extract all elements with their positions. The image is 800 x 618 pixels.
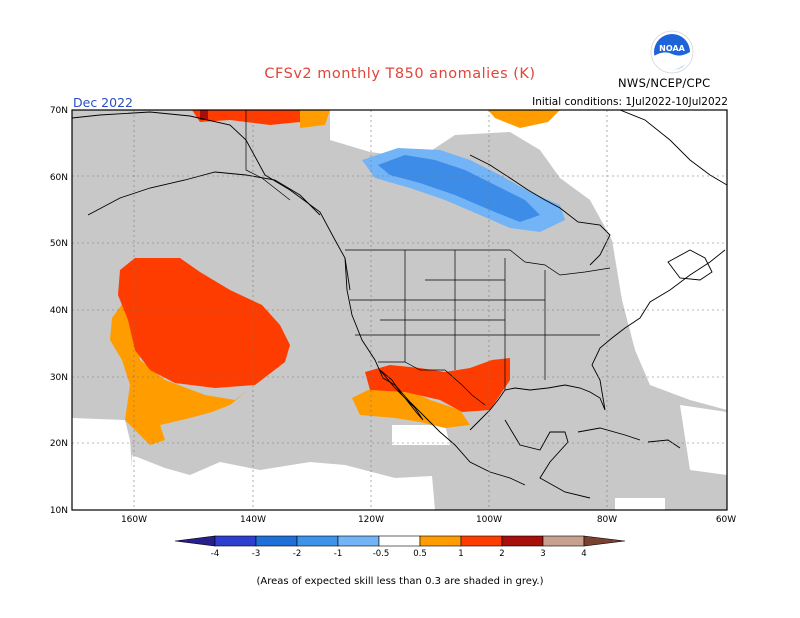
coast-alaska: [72, 111, 351, 291]
map-frame: [71, 109, 728, 511]
coast-newfoundland: [667, 249, 713, 281]
legend-label: -0.5: [373, 549, 390, 559]
coast-us-west: [344, 257, 526, 486]
initial-conditions: Initial conditions: 1Jul2022-10Jul2022: [532, 96, 728, 108]
anomaly-mexico-red: [365, 358, 510, 412]
legend-swatch-7: [460, 535, 503, 547]
lon-label-160w: 160W: [121, 515, 147, 525]
legend-label: 1: [458, 549, 463, 559]
map-area: [72, 110, 727, 510]
legend-swatch-4: [337, 535, 380, 547]
legend-arrow-cold: [174, 535, 216, 547]
legend-label: -3: [252, 549, 260, 559]
border-states-1: [404, 250, 546, 390]
anomaly-arctic-orange: [300, 110, 330, 128]
lat-label-10n: 10N: [50, 506, 68, 516]
footnote: (Areas of expected skill less than 0.3 a…: [256, 576, 544, 587]
legend-label: 3: [540, 549, 545, 559]
legend-swatch-6: [419, 535, 462, 547]
noaa-logo-text: NOAA: [659, 44, 685, 53]
color-legend: [174, 535, 626, 547]
legend-label: -4: [211, 549, 219, 559]
legend-swatch-3: [296, 535, 339, 547]
lon-label-100w: 100W: [476, 515, 502, 525]
lat-label-40n: 40N: [50, 306, 68, 316]
legend-label: -1: [334, 549, 342, 559]
coast-gulf: [469, 249, 726, 431]
noaa-logo-icon: NOAA: [650, 30, 694, 74]
borders: [245, 110, 611, 406]
forecast-period: Dec 2022: [73, 95, 133, 110]
coast-hudson: [469, 154, 611, 266]
legend-labels: -4 -3 -2 -1 -0.5 0.5 1 2 3 4: [211, 549, 587, 559]
legend-label: -2: [293, 549, 301, 559]
skill-gap-pacific-west: [72, 418, 135, 510]
anomaly-pacific-orange: [110, 300, 248, 445]
lat-label-30n: 30N: [50, 373, 68, 383]
legend-swatch-5: [378, 535, 421, 547]
organization-label: NWS/NCEP/CPC: [618, 76, 711, 90]
lon-label-120w: 120W: [358, 515, 384, 525]
lon-label-80w: 80W: [597, 515, 617, 525]
legend-label: 2: [499, 549, 504, 559]
graticule: [72, 110, 727, 510]
anomaly-pacific-red: [118, 258, 290, 388]
legend-swatch-9: [542, 535, 585, 547]
anomaly-arctic-darkred: [200, 110, 208, 120]
lon-label-140w: 140W: [240, 515, 266, 525]
border-alaska-canada: [245, 110, 291, 201]
legend-arrow-warm: [583, 535, 626, 547]
lat-label-50n: 50N: [50, 239, 68, 249]
legend-swatch-2: [255, 535, 298, 547]
legend-label: 0.5: [413, 549, 427, 559]
anomaly-arctic-red: [192, 110, 305, 125]
coastlines: [72, 110, 727, 499]
legend-swatch-8: [501, 535, 544, 547]
anomaly-canada-blue: [378, 155, 540, 222]
coast-cuba: [577, 427, 641, 441]
anomaly-arctic-orange-east: [488, 110, 560, 128]
lon-labels: 160W 140W 120W 100W 80W 60W: [121, 515, 736, 525]
border-us-canada: [345, 249, 611, 276]
lat-label-70n: 70N: [50, 106, 68, 116]
legend-swatch-1: [214, 535, 257, 547]
coast-alaska-south: [87, 171, 321, 216]
legend-label: 4: [581, 549, 586, 559]
lat-labels: 70N 60N 50N 40N 30N 20N 10N: [50, 106, 68, 516]
border-states-2: [350, 279, 600, 336]
lat-label-20n: 20N: [50, 439, 68, 449]
coast-baja: [379, 369, 424, 421]
coast-greenland: [619, 110, 727, 186]
skill-gap-caribbean: [680, 405, 727, 475]
lon-label-60w: 60W: [716, 515, 736, 525]
skill-gap-gulf: [392, 425, 450, 445]
coast-hispaniola: [647, 439, 681, 449]
coast-yucatan: [504, 419, 591, 499]
anomaly-mexico-orange: [352, 388, 470, 428]
map-title: CFSv2 monthly T850 anomalies (K): [264, 66, 536, 82]
lat-label-60n: 60N: [50, 173, 68, 183]
